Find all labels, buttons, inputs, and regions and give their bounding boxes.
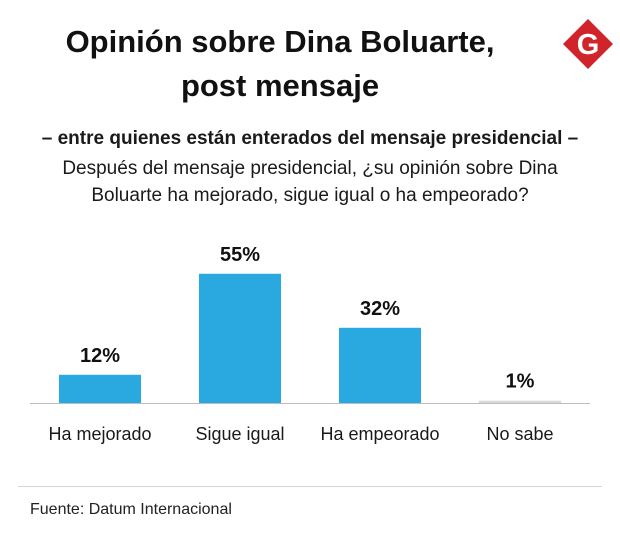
chart-title-line-1: Opinión sobre Dina Boluarte, bbox=[65, 24, 495, 59]
category-label: Ha empeorado bbox=[320, 424, 439, 444]
chart-title-line-2: post mensaje bbox=[180, 68, 380, 103]
survey-question-line-1: Después del mensaje presidencial, ¿su op… bbox=[62, 158, 558, 179]
bar bbox=[479, 400, 561, 403]
logo-letter: G bbox=[577, 29, 600, 61]
bar-value-label: 12% bbox=[80, 345, 120, 367]
category-label: No sabe bbox=[486, 424, 553, 444]
bar-value-label: 1% bbox=[506, 371, 535, 393]
footer-divider bbox=[18, 486, 602, 487]
survey-question-line-2: Boluarte ha mejorado, sigue igual o ha e… bbox=[91, 185, 529, 206]
bar bbox=[199, 273, 281, 403]
gestion-logo-icon: G bbox=[563, 19, 613, 69]
source-note: Fuente: Datum Internacional bbox=[30, 501, 232, 518]
bar-value-label: 32% bbox=[360, 298, 400, 320]
logo-diamond bbox=[563, 19, 613, 69]
bar bbox=[339, 327, 421, 403]
category-label: Ha mejorado bbox=[48, 424, 151, 444]
bar bbox=[59, 374, 141, 403]
bar-chart: 12% Ha mejorado 55% Sigue igual 32% Ha empeor… bbox=[30, 244, 590, 444]
category-label: Sigue igual bbox=[195, 424, 284, 444]
bar-value-label: 55% bbox=[220, 244, 260, 266]
chart-subtitle: – entre quienes están enterados del mens… bbox=[41, 128, 579, 149]
